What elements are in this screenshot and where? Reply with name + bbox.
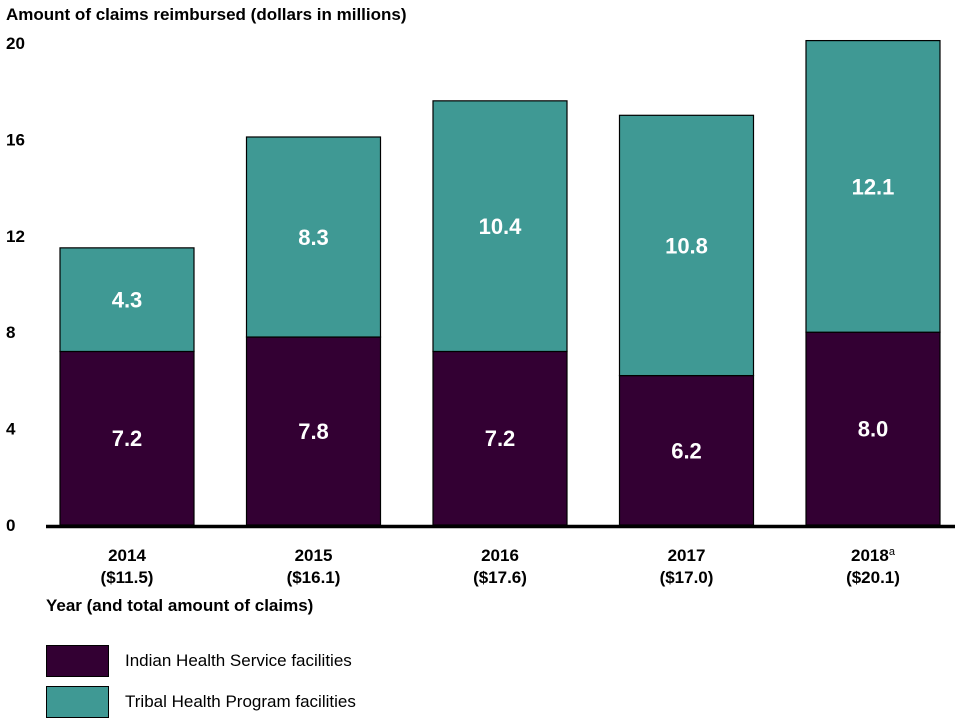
bar-value-label-ihs-2015: 7.8 xyxy=(298,419,329,444)
bar-value-label-ihs-2014: 7.2 xyxy=(112,426,143,451)
bar-value-label-tribal-2014: 4.3 xyxy=(112,288,143,313)
bar-tribal-2014 xyxy=(59,247,195,353)
x-tick-label-2014: 2014 xyxy=(108,546,146,565)
y-tick-label-0: 0 xyxy=(6,516,15,535)
legend-label-ihs: Indian Health Service facilities xyxy=(125,651,352,670)
legend-swatch-ihs xyxy=(46,645,109,677)
bar-tribal-2018 xyxy=(805,39,941,333)
y-tick-label-8: 8 xyxy=(6,323,15,342)
y-tick-label-4: 4 xyxy=(6,420,16,439)
bar-ihs-2017 xyxy=(618,374,755,526)
bar-ihs-2018 xyxy=(805,331,941,526)
legend-item-tribal: Tribal Health Program facilities xyxy=(46,686,356,718)
bar-value-label-tribal-2015: 8.3 xyxy=(298,225,329,250)
bar-value-label-tribal-2017: 10.8 xyxy=(665,233,708,258)
x-tick-total-2017: ($17.0) xyxy=(660,568,714,587)
bar-ihs-2015 xyxy=(245,336,382,526)
x-tick-total-2015: ($16.1) xyxy=(287,568,341,587)
legend: Indian Health Service facilities Tribal … xyxy=(46,645,356,727)
bar-value-label-ihs-2017: 6.2 xyxy=(671,438,702,463)
x-tick-superscript-2018: a xyxy=(889,546,896,558)
bar-ihs-2014 xyxy=(59,350,195,526)
x-tick-label-2018: 2018a xyxy=(851,546,896,565)
bar-value-label-ihs-2016: 7.2 xyxy=(485,426,516,451)
x-axis-title: Year (and total amount of claims) xyxy=(46,596,314,615)
x-tick-total-2018: ($20.1) xyxy=(846,568,900,587)
y-tick-label-16: 16 xyxy=(6,130,25,149)
x-tick-label-2016: 2016 xyxy=(481,546,519,565)
bar-tribal-2016 xyxy=(432,100,568,353)
bar-value-label-tribal-2016: 10.4 xyxy=(479,214,523,239)
y-axis-title: Amount of claims reimbursed (dollars in … xyxy=(6,5,407,24)
bar-tribal-2015 xyxy=(245,136,382,338)
x-tick-total-2014: ($11.5) xyxy=(101,568,154,587)
bar-value-label-tribal-2018: 12.1 xyxy=(852,174,895,199)
x-tick-total-2016: ($17.6) xyxy=(473,568,527,587)
bar-tribal-2017 xyxy=(618,114,755,377)
legend-label-tribal: Tribal Health Program facilities xyxy=(125,692,356,711)
x-tick-label-2017: 2017 xyxy=(668,546,706,565)
legend-swatch-tribal xyxy=(46,686,109,718)
stacked-bar-chart: 0 4 8 12 16 20 7.2 4.3 2014 ($11.5) 7.8 8.3 2015 ($16… xyxy=(6,34,955,587)
legend-item-ihs: Indian Health Service facilities xyxy=(46,645,356,677)
y-tick-label-20: 20 xyxy=(6,34,25,53)
y-tick-label-12: 12 xyxy=(6,227,25,246)
bar-value-label-ihs-2018: 8.0 xyxy=(858,417,889,442)
x-tick-label-2015: 2015 xyxy=(295,546,333,565)
